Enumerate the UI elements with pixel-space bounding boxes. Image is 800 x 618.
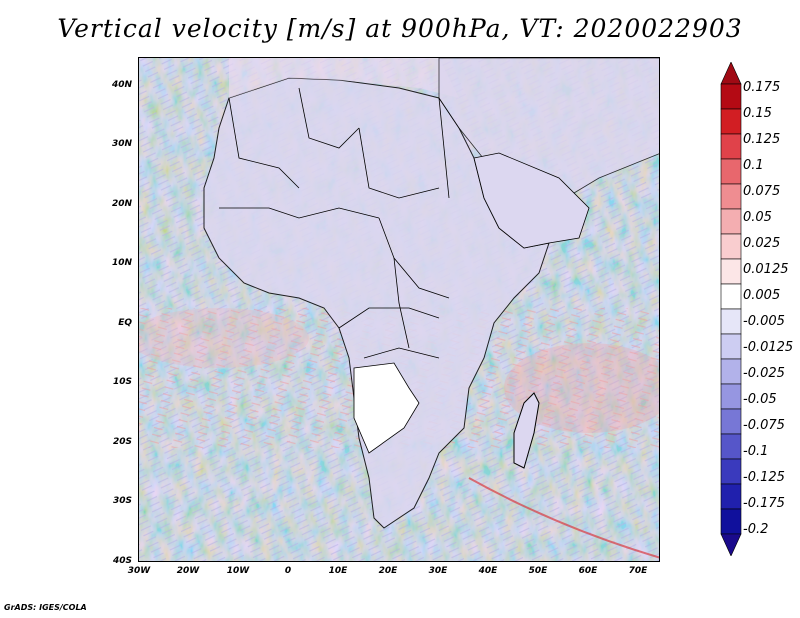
colorbar-label: 0.15 [743, 106, 772, 121]
colorbar-swatch [720, 408, 742, 435]
colorbar-label: -0.175 [743, 496, 785, 511]
colorbar-swatch [720, 308, 742, 335]
colorbar-swatch [720, 433, 742, 460]
colorbar-top-arrow [720, 62, 742, 85]
colorbar-label: -0.025 [743, 366, 785, 381]
lon-tick-label: 40E [478, 566, 498, 576]
colorbar-label: -0.125 [743, 470, 785, 485]
lat-tick-label: 10N [111, 258, 132, 268]
colorbar-swatch [720, 133, 742, 160]
lon-tick-label: 10W [226, 566, 250, 576]
colorbar-swatch [720, 508, 742, 535]
colorbar-swatch [720, 233, 742, 260]
velocity-field [139, 58, 659, 561]
colorbar-swatch [720, 83, 742, 110]
lon-tick-label: 0 [284, 566, 292, 576]
lat-tick-label: 20S [112, 437, 132, 447]
lat-tick-label: EQ [118, 318, 132, 328]
colorbar-label: 0.125 [743, 132, 781, 147]
lat-tick-label: 40S [112, 556, 132, 566]
lon-tick-label: 30E [428, 566, 448, 576]
colorbar-label: -0.2 [743, 522, 769, 537]
colorbar-swatch [720, 158, 742, 185]
colorbar-label: -0.0125 [743, 340, 794, 355]
country-borders [219, 87, 450, 359]
colorbar-swatch [720, 383, 742, 410]
lon-tick-label: 20E [378, 566, 398, 576]
colorbar-swatch [720, 358, 742, 385]
colorbar-label: -0.005 [743, 314, 785, 329]
footer-credit: GrADS: IGES/COLA [4, 603, 87, 612]
colorbar-swatch [720, 333, 742, 360]
madagascar [513, 392, 540, 469]
lat-tick-label: 10S [112, 377, 132, 387]
lon-tick-label: 20W [176, 566, 200, 576]
colorbar-swatch [720, 183, 742, 210]
colorbar-label: 0.075 [743, 184, 781, 199]
colorbar-label: 0.025 [743, 236, 781, 251]
lon-tick-label: 70E [628, 566, 648, 576]
colorbar-swatch [720, 208, 742, 235]
chart-title: Vertical velocity [m/s] at 900hPa, VT: 2… [57, 14, 743, 43]
lat-tick-label: 20N [111, 199, 132, 209]
lon-tick-label: 50E [528, 566, 548, 576]
colorbar-swatch [720, 283, 742, 310]
colorbar-label: 0.05 [743, 210, 772, 225]
colorbar-label: -0.075 [743, 418, 785, 433]
lat-tick-label: 30N [111, 139, 132, 149]
colorbar-label: -0.1 [743, 444, 769, 459]
colorbar-label: 0.0125 [743, 262, 789, 277]
lat-tick-label: 30S [112, 496, 132, 506]
colorbar-bottom-arrow [720, 533, 742, 556]
colorbar-label: -0.05 [743, 392, 777, 407]
colorbar-swatch [720, 108, 742, 135]
colorbar-swatch [720, 258, 742, 285]
lon-tick-label: 60E [578, 566, 598, 576]
colorbar-label: 0.1 [743, 158, 764, 173]
lat-tick-label: 40N [111, 80, 132, 90]
colorbar [720, 62, 742, 556]
colorbar-swatch [720, 458, 742, 485]
colorbar-swatch [720, 483, 742, 510]
colorbar-label: 0.175 [743, 80, 781, 95]
lon-tick-label: 30W [127, 566, 151, 576]
colorbar-label: 0.005 [743, 288, 781, 303]
lon-tick-label: 10E [328, 566, 348, 576]
map-panel [138, 57, 660, 562]
